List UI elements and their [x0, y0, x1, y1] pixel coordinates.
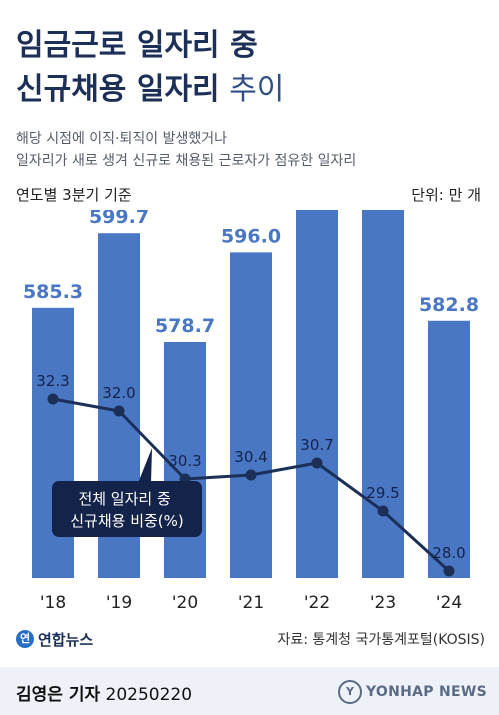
bar-series [32, 210, 470, 579]
yonhap-logo-text: 연합뉴스 [38, 630, 94, 649]
rate-point-3 [245, 469, 257, 481]
rate-value-label: 32.3 [36, 372, 69, 390]
yonhap-logo: 연 연합뉴스 [16, 628, 93, 650]
agency-name: YONHAP NEWS [365, 684, 487, 700]
rate-points [47, 393, 455, 577]
subtitle-line2: 일자리가 새로 생겨 신규로 채용된 근로자가 점유한 일자리 [16, 153, 357, 169]
legend-line1: 전체 일자리 중 [78, 490, 170, 508]
x-tick-label: '21 [238, 593, 264, 613]
agency-icon: Y [337, 680, 362, 704]
basis-note: 연도별 3분기 기준 [16, 186, 132, 204]
yonhap-logo-icon: 연 [16, 630, 34, 648]
rate-point-6 [443, 565, 455, 577]
bar-6 [428, 320, 470, 578]
rate-value-label: 28.0 [432, 544, 465, 562]
rate-point-4 [311, 457, 323, 469]
bar-value-label: 596.0 [221, 225, 281, 247]
bar-5 [362, 210, 404, 578]
x-tick-label: '19 [106, 593, 132, 613]
agency-watermark: Y YONHAP NEWS [337, 680, 487, 704]
rate-point-0 [47, 393, 59, 405]
page-title-line2: 신규채용 일자리 추이 [16, 64, 284, 108]
legend-callout: 전체 일자리 중 신규채용 비중(%) [52, 448, 202, 537]
rate-value-label: 32.0 [102, 384, 135, 402]
byline-date: 20250220 [100, 685, 193, 705]
byline-name: 김영은 기자 [16, 685, 101, 705]
title-light-part: 추이 [219, 72, 285, 107]
infographic-card: 임금근로 일자리 중 신규채용 일자리 추이 해당 시점에 이직·퇴직이 발생했… [0, 0, 499, 667]
subtitle: 해당 시점에 이직·퇴직이 발생했거나 일자리가 새로 생겨 신규로 채용된 근… [16, 128, 486, 172]
bar-value-label: 582.8 [419, 294, 479, 316]
x-tick-label: '20 [172, 593, 198, 613]
x-axis-ticks: '18 '19 '20 '21 '22 '23 '24 [40, 593, 462, 613]
bar-value-label: 599.7 [89, 210, 149, 228]
byline: 김영은 기자 20250220 [16, 680, 192, 705]
unit-note: 단위: 만 개 [411, 186, 481, 204]
bar-0 [32, 307, 74, 578]
page-title-line1: 임금근로 일자리 중 [16, 28, 258, 63]
rate-value-labels: 32.3 32.0 30.3 30.4 30.7 29.5 28.0 [36, 372, 465, 562]
x-tick-label: '22 [304, 593, 330, 613]
rate-point-5 [377, 505, 389, 517]
rate-value-label: 30.7 [300, 436, 333, 454]
legend-text: 전체 일자리 중 신규채용 비중(%) [70, 490, 184, 530]
legend-box [52, 481, 202, 537]
subtitle-line1: 해당 시점에 이직·퇴직이 발생했거나 [16, 131, 227, 147]
rate-value-label: 30.4 [234, 448, 267, 466]
x-tick-label: '23 [370, 593, 396, 613]
rate-value-label: 30.3 [168, 452, 201, 470]
rate-value-label: 29.5 [366, 484, 399, 502]
bar-2 [164, 342, 206, 578]
rate-point-1 [113, 405, 125, 417]
bar-3 [230, 252, 272, 579]
bar-value-label: 578.7 [155, 315, 215, 337]
bar-4 [296, 210, 338, 578]
x-tick-label: '24 [436, 593, 462, 613]
legend-line2: 신규채용 비중(%) [70, 512, 184, 530]
bar-value-label: 585.3 [23, 281, 83, 303]
legend-pointer [138, 448, 152, 483]
title-bold-part: 신규채용 일자리 [16, 72, 220, 107]
source-note: 자료: 통계청 국가통계포털(KOSIS) [277, 632, 485, 648]
x-tick-label: '18 [40, 593, 66, 613]
